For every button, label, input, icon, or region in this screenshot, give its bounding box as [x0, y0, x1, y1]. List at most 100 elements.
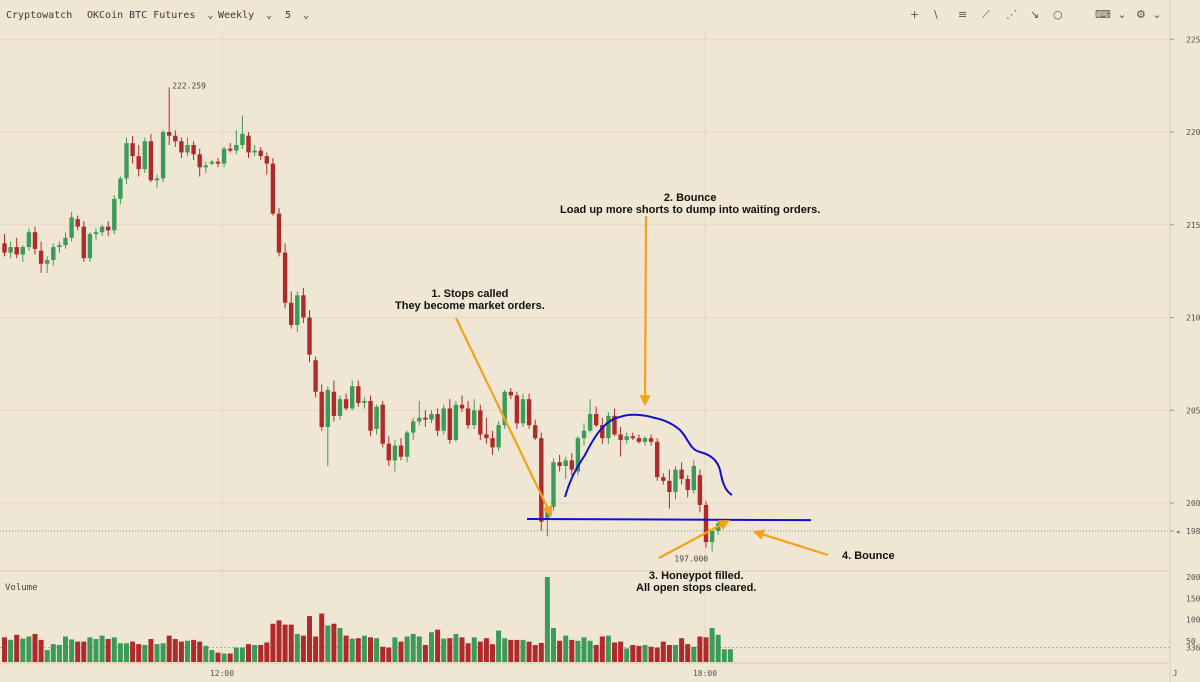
candle-body [100, 227, 104, 233]
volume-bar [331, 624, 336, 662]
candle-body [265, 156, 269, 163]
volume-bar [301, 636, 306, 662]
candle-body [667, 481, 671, 492]
annotation-honeypot-text: All open stops cleared. [636, 582, 756, 594]
volume-bar [179, 642, 184, 662]
candle-body [417, 418, 421, 422]
volume-bar [691, 647, 696, 662]
volume-bar [228, 654, 233, 663]
bounce-arrow [645, 216, 646, 404]
volume-bar [484, 638, 489, 662]
candle-body [618, 434, 622, 440]
volume-bar [350, 639, 355, 662]
candle-body [551, 462, 555, 507]
candle-body [8, 247, 12, 253]
volume-bar [704, 637, 709, 662]
candle-body [76, 219, 80, 226]
candle-body [149, 141, 153, 180]
candle-body [94, 232, 98, 234]
volume-bar [563, 636, 568, 662]
volume-bar [661, 642, 666, 662]
volume-bar [728, 649, 733, 662]
candle-body [234, 145, 238, 151]
volume-bar [618, 642, 623, 662]
volume-bar [295, 634, 300, 662]
candle-body [692, 466, 696, 490]
price-tick-label: 210 [1186, 314, 1200, 323]
volume-bar [39, 640, 44, 662]
volume-bar [136, 644, 141, 662]
candle-body [557, 462, 561, 466]
volume-bar [399, 642, 404, 662]
candle-body [338, 399, 342, 416]
bounce-bottom-arrow [755, 532, 828, 555]
candle-body [204, 165, 208, 167]
volume-bar [624, 648, 629, 662]
volume-bar [514, 640, 519, 662]
volume-bar [435, 630, 440, 662]
volume-bar [118, 643, 123, 662]
volume-bar [203, 646, 208, 662]
candle-body [368, 401, 372, 431]
volume-bar [222, 654, 227, 663]
candle-body [387, 444, 391, 461]
candle-body [15, 247, 19, 254]
candle-body [393, 446, 397, 461]
candle-body [655, 442, 659, 477]
candle-body [344, 399, 348, 408]
candle-body [484, 434, 488, 438]
candle-body [161, 132, 165, 178]
candle-body [643, 438, 647, 442]
volume-bar [246, 644, 251, 662]
volume-bar [185, 641, 190, 662]
candle-body [222, 149, 226, 164]
volume-bar [209, 650, 214, 662]
candle-body [704, 505, 708, 542]
volume-bar [380, 647, 385, 662]
volume-bar [496, 631, 501, 662]
candle-body [155, 178, 159, 180]
volume-bar [716, 635, 721, 662]
annotation-bounce-top-title: 2. Bounce [560, 192, 820, 204]
time-tick-label: 12:00 [210, 669, 234, 678]
candle-body [179, 141, 183, 152]
volume-bar [20, 639, 25, 662]
candle-body [496, 425, 500, 447]
candle-body [173, 136, 177, 142]
volume-bar [270, 624, 275, 662]
candle-body [252, 151, 256, 153]
volume-bar [667, 645, 672, 662]
volume-bar [33, 634, 38, 662]
volume-bar [417, 637, 422, 663]
candle-body [320, 392, 324, 427]
volume-bar [155, 644, 160, 662]
volume-pane-label: Volume [5, 583, 38, 593]
candle-body [411, 421, 415, 432]
volume-bar [460, 637, 465, 662]
volume-tick-label: 100 [1186, 616, 1200, 625]
volume-bar [319, 614, 324, 662]
volume-bar [344, 636, 349, 662]
candle-body [362, 401, 366, 403]
volume-bar [87, 637, 92, 662]
chart-grid [0, 30, 1170, 662]
candle-body [57, 245, 61, 247]
candle-body [63, 238, 67, 245]
volume-bars [2, 577, 733, 662]
candle-body [661, 477, 665, 481]
candle-body [686, 479, 690, 490]
price-marker-icon: ◂ [1176, 528, 1180, 536]
candle-body [478, 410, 482, 434]
volume-bar [649, 647, 654, 662]
candle-body [625, 436, 629, 440]
candle-body [21, 247, 25, 254]
volume-bar [588, 641, 593, 662]
candle-body [82, 227, 86, 259]
candle-body [143, 141, 147, 169]
volume-bar [57, 645, 62, 662]
price-tick-label: 225 [1186, 35, 1200, 44]
volume-bar [655, 648, 660, 662]
volume-bar [130, 642, 135, 662]
candle-body [429, 414, 433, 420]
